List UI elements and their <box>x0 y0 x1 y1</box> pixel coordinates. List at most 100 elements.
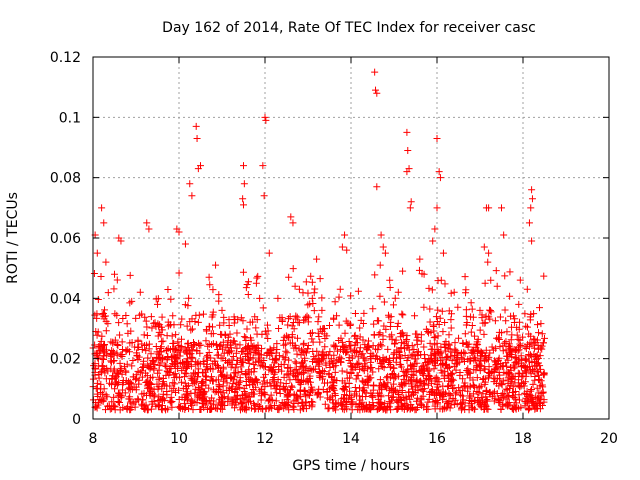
data-point <box>127 406 135 414</box>
data-point <box>400 405 408 413</box>
data-point <box>187 326 195 334</box>
data-point <box>164 353 172 361</box>
data-point <box>526 351 534 359</box>
data-point <box>343 246 351 254</box>
data-point <box>151 361 159 369</box>
data-point <box>474 335 482 343</box>
data-point <box>143 323 151 331</box>
data-point <box>325 351 333 359</box>
data-point <box>299 289 307 297</box>
data-point <box>310 289 318 297</box>
data-point <box>126 299 134 307</box>
data-point <box>178 315 186 323</box>
data-point <box>279 353 287 361</box>
data-point <box>226 341 234 349</box>
data-point <box>219 373 227 381</box>
data-point <box>287 213 295 221</box>
data-point <box>528 195 536 203</box>
y-axis-title: ROTI / TECUs <box>5 192 21 284</box>
data-point <box>267 382 275 390</box>
data-point <box>224 359 232 367</box>
data-point <box>163 346 171 354</box>
data-point <box>207 364 215 372</box>
data-point <box>204 342 212 350</box>
data-point <box>468 397 476 405</box>
data-point <box>331 298 339 306</box>
data-point <box>171 380 179 388</box>
data-point <box>224 349 232 357</box>
data-point <box>136 369 144 377</box>
data-point <box>507 336 515 344</box>
data-point <box>402 393 410 401</box>
data-point <box>138 310 146 318</box>
data-point <box>104 289 112 297</box>
data-point <box>95 399 103 407</box>
data-point <box>431 333 439 341</box>
y-tick-label: 0.08 <box>50 171 81 187</box>
data-point <box>251 365 259 373</box>
data-point <box>214 363 222 371</box>
data-point <box>365 337 373 345</box>
data-point <box>224 398 232 406</box>
data-point <box>356 344 364 352</box>
data-point <box>535 329 543 337</box>
data-point <box>463 341 471 349</box>
data-point <box>392 336 400 344</box>
data-point <box>90 269 98 277</box>
data-point <box>114 397 122 405</box>
data-point <box>213 388 221 396</box>
data-point <box>289 219 297 227</box>
data-point <box>514 335 522 343</box>
data-point <box>228 383 236 391</box>
data-point <box>440 393 448 401</box>
data-point <box>280 373 288 381</box>
data-point <box>111 385 119 393</box>
data-point <box>477 394 485 402</box>
data-point <box>468 322 476 330</box>
data-point <box>229 337 237 345</box>
data-point <box>377 231 385 239</box>
data-point <box>478 311 486 319</box>
data-point <box>166 397 174 405</box>
data-point <box>230 337 238 345</box>
data-point <box>218 405 226 413</box>
data-point <box>250 368 258 376</box>
data-point <box>233 329 241 337</box>
data-point <box>345 354 353 362</box>
data-point <box>467 313 475 321</box>
data-point <box>278 367 286 375</box>
data-point <box>325 359 333 367</box>
data-point <box>175 386 183 394</box>
data-point <box>351 309 359 317</box>
data-point <box>484 258 492 266</box>
data-point <box>194 318 202 326</box>
data-point <box>254 341 262 349</box>
data-point <box>296 386 304 394</box>
data-point <box>262 330 270 338</box>
data-point <box>176 404 184 412</box>
data-point <box>123 360 131 368</box>
data-point <box>516 276 524 284</box>
data-point <box>449 384 457 392</box>
data-point <box>144 381 152 389</box>
data-point <box>459 339 467 347</box>
data-point <box>468 348 476 356</box>
data-point <box>315 332 323 340</box>
data-point <box>499 377 507 385</box>
data-point <box>351 384 359 392</box>
data-point <box>407 401 415 409</box>
data-point <box>486 349 494 357</box>
data-point <box>115 370 123 378</box>
data-point <box>426 388 434 396</box>
data-point <box>159 337 167 345</box>
data-point <box>219 377 227 385</box>
data-point <box>101 369 109 377</box>
data-point <box>316 338 324 346</box>
data-point <box>272 397 280 405</box>
chart-title: Day 162 of 2014, Rate Of TEC Index for r… <box>162 20 536 36</box>
data-point <box>460 348 468 356</box>
data-point <box>197 379 205 387</box>
data-point <box>491 388 499 396</box>
data-point <box>496 313 504 321</box>
data-point <box>312 355 320 363</box>
